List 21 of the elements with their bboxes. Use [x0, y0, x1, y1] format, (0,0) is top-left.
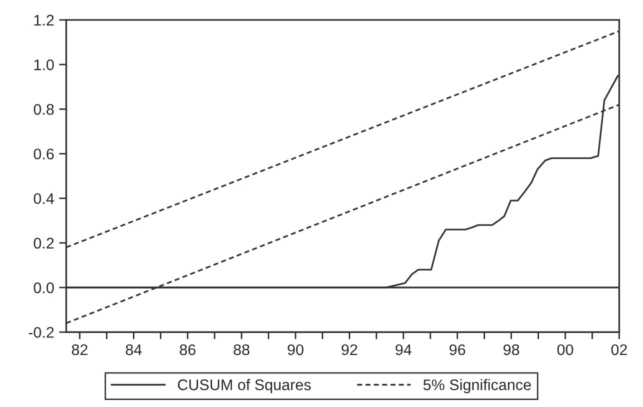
y-tick-label: 1.2 [34, 14, 54, 26]
y-tick-label: 0.0 [34, 282, 54, 294]
x-tick-label: 92 [342, 344, 358, 356]
x-tick-label: 82 [72, 344, 88, 356]
x-tick-label: 90 [288, 344, 304, 356]
x-tick-label: 02 [611, 344, 627, 356]
x-tick-label: 00 [557, 344, 574, 356]
y-tick-label: 0.4 [34, 193, 54, 204]
y-tick-label: 1.0 [34, 59, 54, 70]
x-tick-label: 84 [126, 344, 142, 356]
x-tick-label: 94 [396, 344, 412, 356]
legend-label: CUSUM of Squares [178, 379, 311, 394]
x-tick-label: 96 [450, 344, 466, 356]
x-tick-label: 86 [180, 344, 196, 356]
y-tick-label: -0.2 [28, 326, 54, 338]
y-tick-label: 0.6 [34, 148, 54, 160]
x-tick-label: 88 [234, 344, 250, 356]
legend-label: 5% Significance [423, 379, 531, 394]
y-tick-label: 0.2 [34, 238, 54, 249]
y-tick-label: 0.8 [34, 104, 54, 115]
x-tick-label: 98 [504, 344, 520, 356]
